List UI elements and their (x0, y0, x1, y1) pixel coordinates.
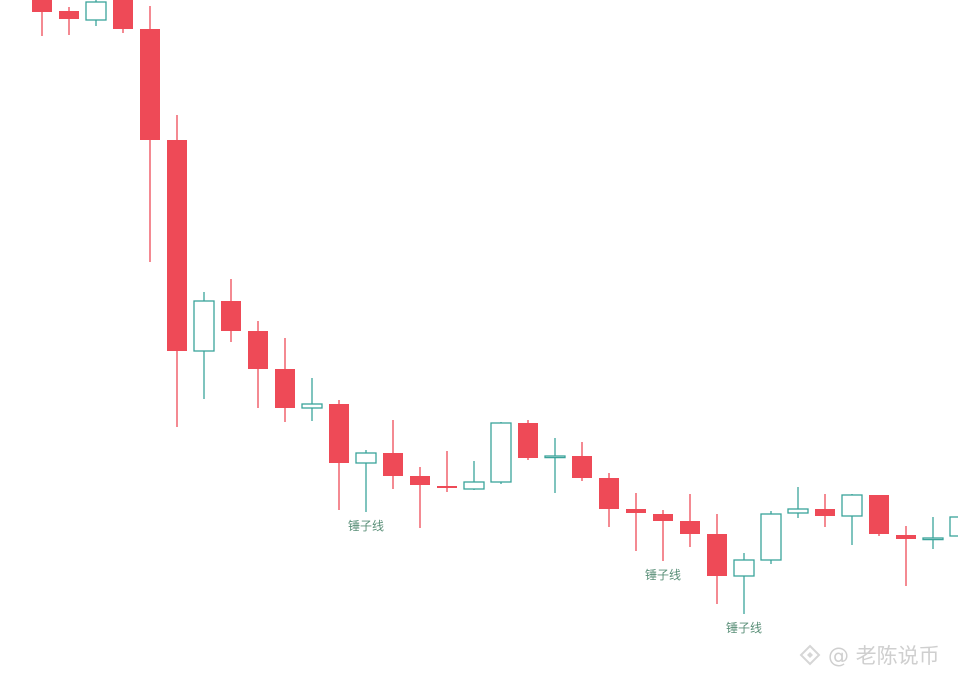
candle-17 (490, 422, 512, 484)
candle-23 (653, 510, 673, 561)
watermark-text: @ 老陈说币 (828, 644, 940, 668)
candle-21 (599, 473, 619, 527)
candle-20 (572, 442, 592, 481)
candle-29 (815, 494, 835, 527)
candle-body (760, 513, 782, 561)
candle-body (140, 29, 160, 140)
candle-body (626, 509, 646, 513)
candle-4 (140, 6, 160, 262)
candle-body (518, 423, 538, 458)
candle-body (599, 478, 619, 509)
candle-body (707, 534, 727, 576)
candle-11 (329, 400, 349, 510)
watermark: @ 老陈说币 (799, 644, 940, 668)
candle-body (841, 494, 863, 517)
candle-body (113, 0, 133, 29)
candle-33 (922, 517, 944, 549)
candle-body (275, 369, 295, 408)
candle-body (59, 11, 79, 19)
candle-19 (544, 438, 566, 493)
candle-8 (248, 321, 268, 408)
candle-6 (193, 292, 215, 399)
candle-28 (787, 487, 809, 518)
binance-logo-icon (799, 644, 821, 666)
hammer-annotation: 锤子线 (726, 620, 762, 635)
candle-body (437, 486, 457, 488)
candle-body (653, 514, 673, 521)
candle-body (463, 481, 485, 490)
candle-body (32, 0, 52, 12)
candle-body (193, 300, 215, 352)
candle-22 (626, 493, 646, 551)
candle-body (869, 495, 889, 534)
candle-body (329, 404, 349, 463)
candle-body (167, 140, 187, 351)
hammer-annotation: 锤子线 (645, 567, 681, 582)
candle-31 (869, 495, 889, 536)
candle-25 (707, 514, 727, 604)
candle-body (410, 476, 430, 485)
candle-body (85, 1, 107, 21)
candle-body (733, 559, 755, 577)
candle-body (815, 509, 835, 516)
candle-34 (949, 516, 958, 537)
candle-body (572, 456, 592, 478)
candle-body (680, 521, 700, 534)
candle-26 (733, 553, 755, 614)
candle-body (949, 516, 958, 537)
candle-2 (85, 0, 107, 26)
candle-body (490, 422, 512, 483)
candle-14 (410, 467, 430, 528)
candle-body (301, 403, 323, 409)
hammer-annotation: 锤子线 (348, 518, 384, 533)
candle-body (544, 455, 566, 459)
candle-30 (841, 494, 863, 545)
candle-body (248, 331, 268, 369)
candle-27 (760, 511, 782, 564)
candle-body (896, 535, 916, 539)
candle-12 (355, 450, 377, 512)
candle-5 (167, 115, 187, 427)
candle-32 (896, 526, 916, 586)
candle-body (221, 301, 241, 331)
candle-body (355, 452, 377, 464)
candle-9 (275, 338, 295, 422)
candle-body (787, 508, 809, 514)
candle-body (383, 453, 403, 476)
candle-16 (463, 461, 485, 490)
candle-body (922, 537, 944, 541)
candle-15 (437, 451, 457, 492)
candle-7 (221, 279, 241, 342)
candle-10 (301, 378, 323, 421)
candle-1 (59, 7, 79, 35)
candle-3 (113, 0, 133, 33)
candle-0 (32, 0, 52, 36)
candles-group (32, 0, 958, 614)
candle-24 (680, 494, 700, 547)
candle-13 (383, 420, 403, 489)
candle-18 (518, 420, 538, 460)
